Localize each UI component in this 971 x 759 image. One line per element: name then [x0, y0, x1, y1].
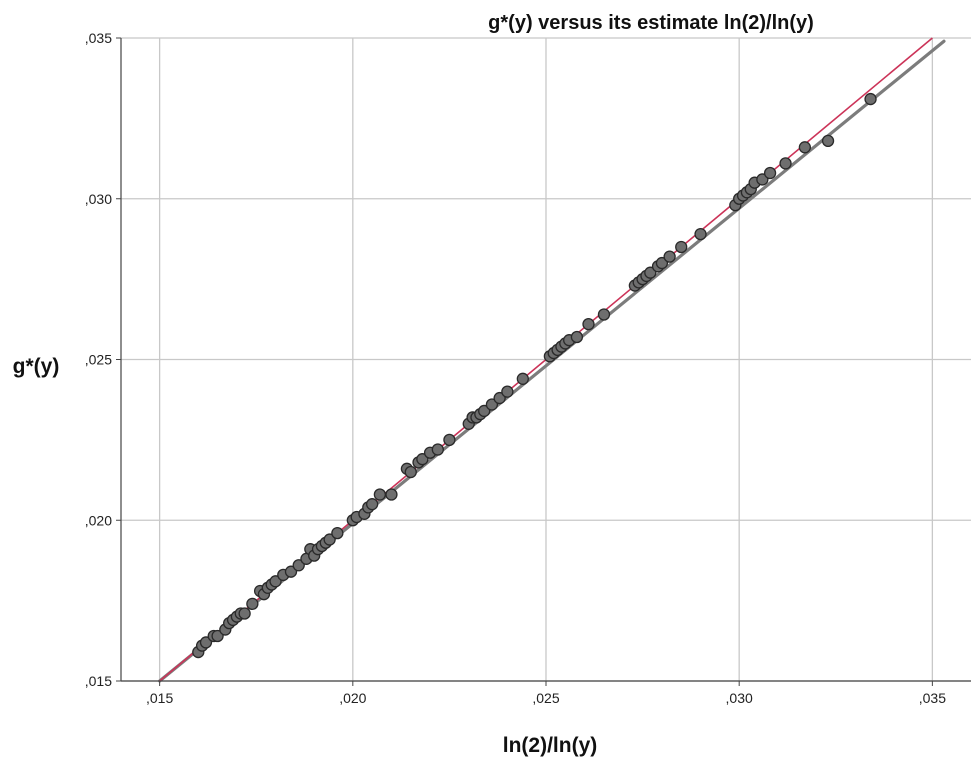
- data-points: [192, 92, 877, 659]
- data-point: [246, 597, 259, 610]
- data-point: [779, 157, 792, 170]
- data-point: [431, 443, 444, 456]
- data-point: [292, 559, 305, 572]
- data-point: [570, 330, 584, 344]
- data-point: [485, 398, 499, 411]
- x-axis-label: ln(2)/ln(y): [503, 734, 598, 757]
- data-point: [416, 453, 429, 466]
- y-axis-label: g*(y): [13, 355, 60, 378]
- data-point: [478, 404, 491, 418]
- data-point: [655, 256, 669, 270]
- data-point: [238, 607, 251, 620]
- data-point: [199, 636, 213, 649]
- x-tick-label: ,030: [726, 690, 753, 706]
- y-tick-label: ,020: [85, 512, 112, 528]
- data-point: [821, 134, 835, 148]
- axes: [116, 37, 971, 686]
- chart-title: g*(y) versus its estimate ln(2)/ln(y): [488, 12, 814, 34]
- data-point: [644, 266, 657, 279]
- data-point: [756, 173, 769, 186]
- data-point: [331, 526, 344, 540]
- data-point: [675, 240, 688, 254]
- data-point: [365, 498, 379, 511]
- y-tick-label: ,015: [85, 673, 112, 689]
- data-point: [269, 575, 282, 588]
- data-point: [864, 92, 877, 106]
- data-point: [404, 465, 417, 479]
- data-point: [597, 308, 611, 321]
- x-tick-label: ,025: [532, 690, 559, 706]
- data-point: [501, 385, 514, 398]
- data-point: [694, 227, 707, 241]
- data-point: [798, 141, 812, 154]
- y-tick-label: ,030: [85, 191, 112, 207]
- data-point: [284, 565, 298, 578]
- data-point: [373, 488, 387, 501]
- data-point: [323, 533, 336, 546]
- data-point: [443, 433, 456, 447]
- data-point: [516, 372, 529, 385]
- data-point: [493, 391, 506, 405]
- y-tick-label: ,035: [85, 30, 112, 46]
- data-point: [385, 488, 398, 501]
- x-tick-label: ,035: [919, 690, 946, 706]
- tick-labels: ,015 ,020 ,025 ,030 ,035 ,015 ,020 ,025 ,030 ,035: [85, 30, 946, 706]
- data-point: [763, 166, 777, 180]
- y-tick-label: ,025: [85, 352, 112, 368]
- data-point: [211, 629, 224, 643]
- x-tick-label: ,015: [146, 690, 173, 706]
- data-point: [582, 317, 595, 331]
- data-point: [663, 250, 676, 263]
- x-tick-label: ,020: [339, 690, 366, 706]
